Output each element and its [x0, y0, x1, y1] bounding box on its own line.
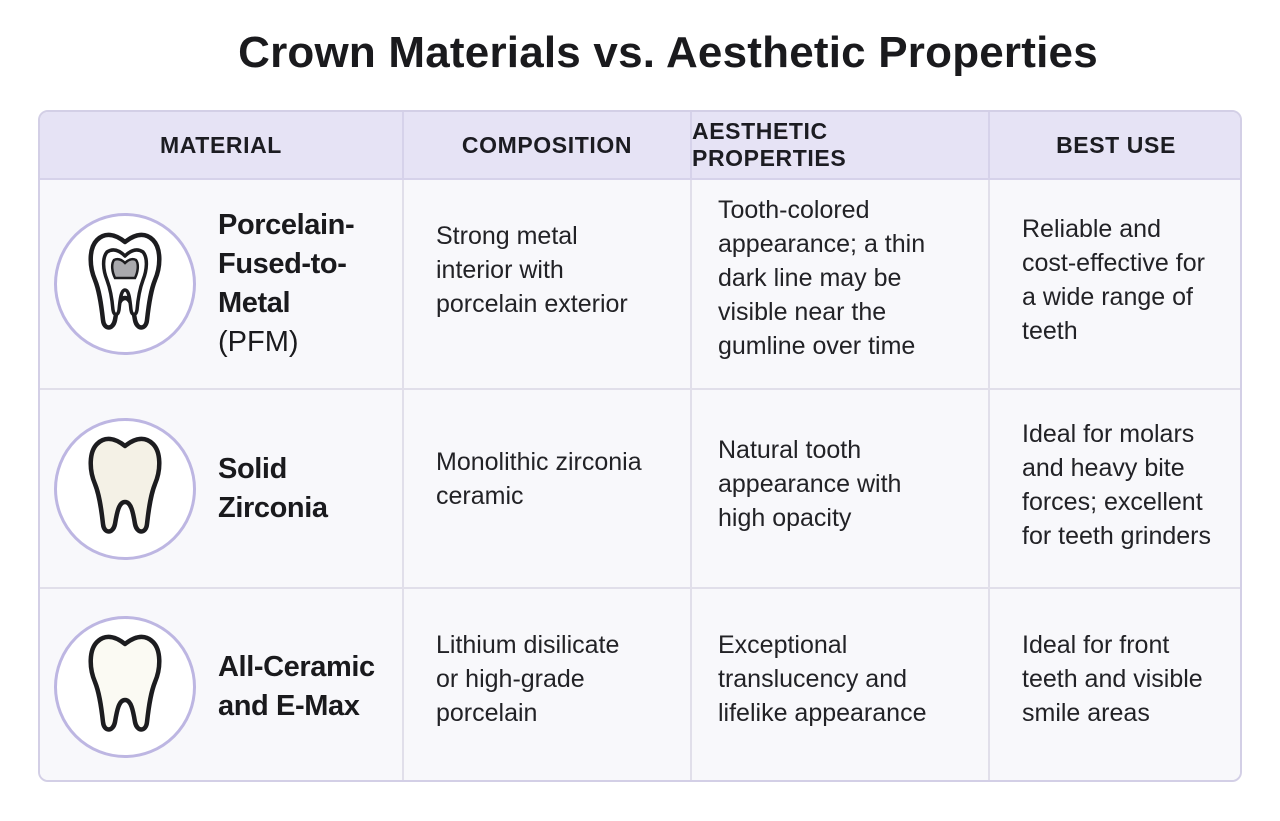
material-cell-zirconia: Solid Zirconia — [40, 390, 404, 589]
composition-text: Monolithic zirconia ceramic — [436, 447, 642, 510]
comparison-table: MATERIAL COMPOSITION AESTHETIC PROPERTIE… — [38, 110, 1242, 782]
material-name: Porcelain- Fused-to-Metal (PFM) — [218, 206, 402, 362]
composition-text: Lithium disilicate or high-grade porcela… — [436, 630, 620, 727]
ceramic-tooth-icon — [85, 632, 165, 741]
best-use-cell: Reliable and cost-effective for a wide r… — [990, 180, 1240, 390]
page-title: Crown Materials vs. Aesthetic Properties — [238, 28, 1098, 77]
aesthetic-cell: Tooth-colored appearance; a thin dark li… — [692, 180, 990, 390]
tooth-badge — [54, 213, 196, 355]
material-title: Porcelain- Fused-to-Metal — [218, 209, 355, 319]
material-name: All-Ceramic and E-Max — [218, 648, 375, 726]
aesthetic-text: Tooth-colored appearance; a thin dark li… — [718, 196, 926, 360]
zirconia-tooth-icon — [85, 434, 165, 543]
material-cell-all-ceramic: All-Ceramic and E-Max — [40, 589, 404, 780]
best-use-text: Ideal for molars and heavy bite forces; … — [1022, 419, 1211, 550]
header-aesthetic-properties: AESTHETIC PROPERTIES — [692, 112, 990, 180]
aesthetic-text: Exceptional translucency and lifelike ap… — [718, 630, 927, 727]
material-name: Solid Zirconia — [218, 450, 328, 528]
material-abbreviation: (PFM) — [218, 326, 299, 358]
tooth-with-metal-core-icon — [85, 230, 165, 339]
material-title: All-Ceramic and E-Max — [218, 650, 375, 722]
best-use-text: Reliable and cost-effective for a wide r… — [1022, 215, 1205, 345]
best-use-cell: Ideal for molars and heavy bite forces; … — [990, 390, 1240, 589]
aesthetic-text: Natural tooth appearance with high opaci… — [718, 435, 902, 532]
tooth-badge — [54, 417, 196, 560]
header-material: MATERIAL — [40, 112, 404, 180]
header-best-use: BEST USE — [990, 112, 1240, 180]
best-use-cell: Ideal for front teeth and visible smile … — [990, 589, 1240, 780]
material-title: Solid Zirconia — [218, 452, 328, 524]
material-cell-pfm: Porcelain- Fused-to-Metal (PFM) — [40, 180, 404, 390]
composition-text: Strong metal interior with porcelain ext… — [436, 222, 628, 318]
tooth-badge — [54, 615, 196, 758]
aesthetic-cell: Natural tooth appearance with high opaci… — [692, 390, 990, 589]
composition-cell: Strong metal interior with porcelain ext… — [404, 180, 692, 390]
composition-cell: Lithium disilicate or high-grade porcela… — [404, 589, 692, 780]
header-composition: COMPOSITION — [404, 112, 692, 180]
composition-cell: Monolithic zirconia ceramic — [404, 390, 692, 589]
best-use-text: Ideal for front teeth and visible smile … — [1022, 630, 1203, 727]
aesthetic-cell: Exceptional translucency and lifelike ap… — [692, 589, 990, 780]
